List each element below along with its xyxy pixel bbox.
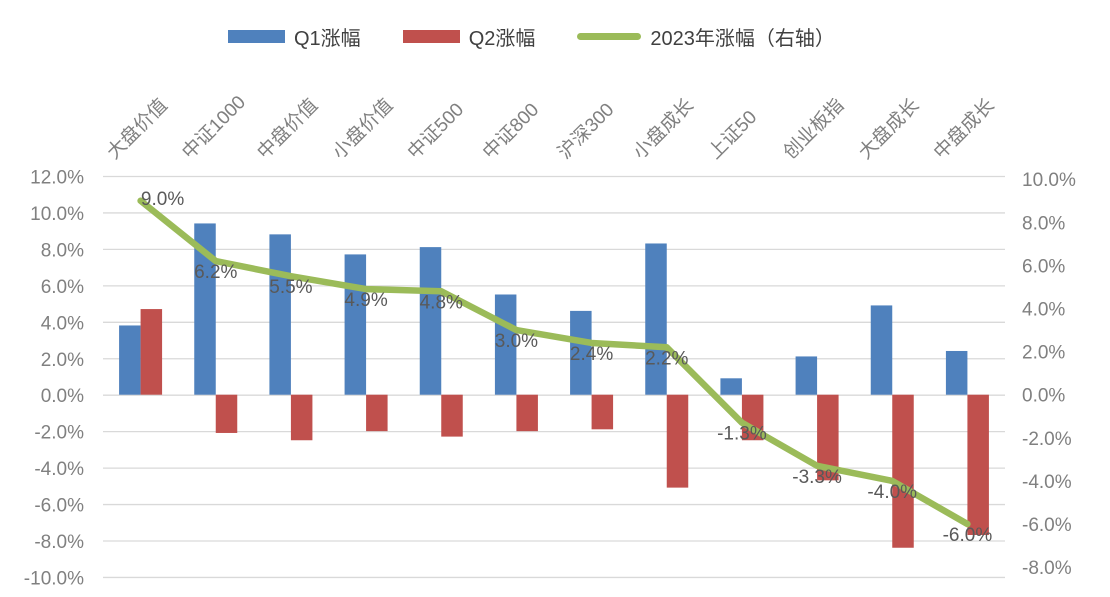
right-axis-tick-label: -8.0%	[1022, 558, 1072, 579]
legend-label-q2: Q2涨幅	[468, 28, 536, 50]
line-data-label: 6.2%	[194, 262, 237, 283]
legend-item-2023-line: 2023年涨幅（右轴）	[577, 22, 835, 51]
q1-series-swatch	[228, 30, 285, 43]
category-label: 中证500	[403, 99, 468, 164]
right-axis-tick-label: 0.0%	[1022, 386, 1065, 407]
right-axis-tick-label: 4.0%	[1022, 300, 1065, 321]
line-data-label: 9.0%	[141, 189, 184, 210]
line-data-label: 5.5%	[269, 277, 312, 298]
line-data-label: -1.3%	[717, 424, 767, 445]
bar-q2	[215, 394, 238, 433]
bar-q2	[140, 309, 163, 395]
bar-q1	[720, 378, 742, 395]
bar-q1	[419, 247, 442, 395]
line-data-label: 2.2%	[645, 348, 688, 369]
bar-q1	[795, 356, 818, 395]
line-data-label: -3.3%	[792, 467, 842, 488]
bar-q2	[516, 394, 538, 432]
legend-item-q1: Q1涨幅	[228, 22, 361, 51]
category-label: 创业板指	[779, 94, 848, 163]
bar-q2	[290, 394, 313, 441]
bar-q1	[344, 254, 367, 395]
left-axis-tick-label: 10.0%	[30, 204, 84, 225]
bar-q1	[570, 310, 592, 395]
bar-q1	[194, 223, 216, 395]
line-data-label: 2.4%	[570, 344, 613, 365]
category-label: 上证50	[704, 106, 761, 163]
category-label: 中证800	[478, 99, 543, 164]
right-axis-tick-label: 6.0%	[1022, 256, 1065, 277]
legend-label-q1: Q1涨幅	[294, 28, 361, 50]
right-axis-tick-label: -4.0%	[1022, 472, 1072, 493]
left-axis-tick-label: -6.0%	[34, 496, 84, 517]
left-axis-tick-label: -10.0%	[24, 568, 84, 589]
bar-q1	[269, 234, 291, 395]
legend: Q1涨幅 Q2涨幅 2023年涨幅（右轴）	[228, 22, 835, 51]
right-axis-tick-label: -6.0%	[1022, 515, 1072, 536]
category-label: 沪深300	[554, 99, 619, 164]
bar-q1	[870, 305, 893, 395]
category-label: 中盘价值	[253, 94, 322, 163]
left-axis-tick-label: 6.0%	[41, 277, 84, 298]
line-data-label: 3.0%	[495, 331, 538, 352]
category-label: 大盘成长	[854, 94, 923, 163]
legend-item-q2: Q2涨幅	[402, 22, 536, 51]
bar-q1	[119, 325, 141, 395]
line-data-label: 4.9%	[344, 290, 387, 311]
bar-q2	[366, 394, 388, 432]
line-data-label: -4.0%	[867, 482, 917, 503]
category-label: 小盘成长	[629, 94, 698, 163]
left-axis-tick-label: 12.0%	[30, 168, 84, 189]
left-axis-tick-label: -2.0%	[34, 423, 84, 444]
q2-series-swatch	[402, 30, 460, 43]
bar-q2	[591, 394, 614, 430]
bar-q2	[817, 394, 839, 481]
bar-q1	[945, 350, 968, 395]
left-axis-tick-label: -4.0%	[34, 459, 84, 480]
right-axis-tick-label: 2.0%	[1022, 343, 1065, 364]
line-2023	[137, 197, 971, 528]
right-axis-tick-label: -2.0%	[1022, 429, 1072, 450]
bar-q2	[967, 394, 989, 535]
bar-q2	[892, 394, 914, 548]
line-data-label: -6.0%	[943, 525, 993, 546]
category-label: 中证1000	[178, 91, 250, 163]
bar-q2	[441, 394, 463, 437]
bar-q2	[666, 394, 689, 488]
bar-q1	[645, 243, 667, 395]
category-label: 大盘价值	[103, 94, 172, 163]
left-axis-tick-label: 2.0%	[41, 350, 84, 371]
line-series-swatch	[577, 33, 642, 40]
left-axis-tick-label: 0.0%	[41, 386, 84, 407]
left-axis-tick-label: 4.0%	[41, 313, 84, 334]
right-axis-tick-label: 10.0%	[1022, 170, 1076, 191]
legend-label-2023: 2023年涨幅（右轴）	[650, 28, 835, 50]
right-axis-tick-label: 8.0%	[1022, 213, 1065, 234]
left-axis-tick-label: -8.0%	[34, 532, 84, 553]
line-data-label: 4.8%	[420, 292, 463, 313]
category-label: 小盘价值	[328, 94, 397, 163]
left-axis-tick-label: 8.0%	[41, 240, 84, 261]
category-label: 中盘成长	[929, 94, 998, 163]
